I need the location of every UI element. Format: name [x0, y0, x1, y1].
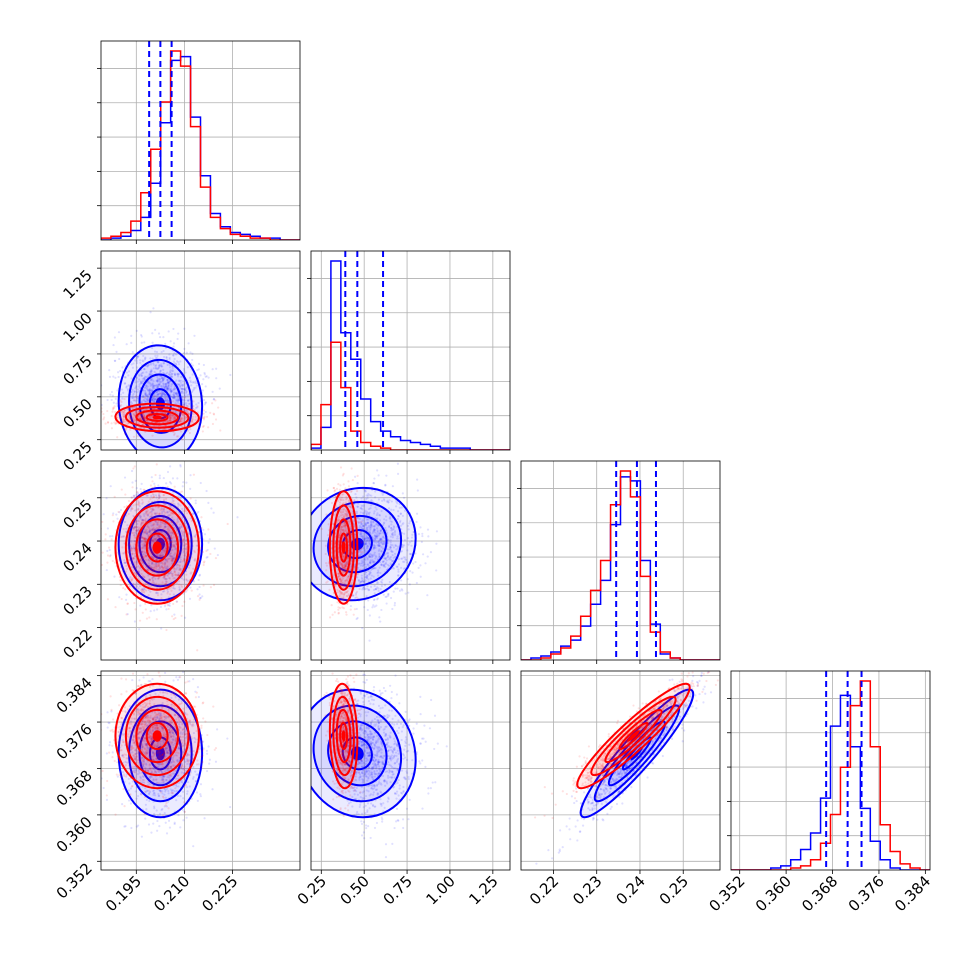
panel-frame — [100, 40, 301, 241]
y-tick-label: 0.24 — [59, 539, 95, 575]
histogram-series-1 — [101, 50, 300, 240]
y-tick-label: 0.50 — [59, 395, 95, 431]
panel-content — [533, 671, 719, 865]
panel-2-2 — [517, 460, 721, 664]
contour-peak — [152, 730, 162, 742]
panel-frame — [100, 460, 301, 661]
histogram-series-1 — [311, 341, 510, 450]
histogram-series-0 — [311, 260, 510, 450]
x-tick-label: 0.22 — [526, 872, 562, 908]
panel-frame — [100, 250, 301, 451]
panel-3-3 — [727, 670, 931, 874]
y-tick-label: 0.360 — [53, 813, 96, 856]
y-tick-label: 0.23 — [59, 582, 95, 618]
x-tick-label: 0.50 — [337, 872, 373, 908]
panel-frame — [310, 250, 511, 451]
y-tick-label: 1.00 — [59, 309, 95, 345]
panel-frame — [100, 670, 301, 871]
contour-peak — [341, 730, 346, 742]
x-tick-label: 0.195 — [102, 872, 145, 915]
x-tick-label: 0.24 — [612, 872, 648, 908]
x-tick-label: 0.23 — [569, 872, 605, 908]
x-tick-label: 0.225 — [198, 872, 241, 915]
x-tick-label: 0.25 — [656, 872, 692, 908]
panel-content — [101, 307, 232, 450]
contours-series-1 — [328, 490, 359, 605]
contour-peak — [341, 541, 346, 554]
panel-3-1 — [310, 670, 511, 874]
panel-frame — [310, 460, 511, 661]
contours-series-1 — [328, 682, 359, 790]
panel-frame — [520, 460, 721, 661]
panel-1-0 — [97, 250, 301, 454]
histogram-series-0 — [101, 55, 300, 240]
contours-series-1 — [114, 682, 200, 790]
x-tick-label: 0.352 — [705, 872, 748, 915]
panel-1-1 — [307, 250, 511, 454]
panel-frame — [520, 670, 721, 871]
x-tick-label: 1.25 — [465, 872, 501, 908]
x-tick-label: 0.360 — [752, 872, 795, 915]
contour-peak — [152, 541, 162, 554]
histogram-series-1 — [731, 680, 930, 870]
x-tick-label: 0.210 — [150, 872, 193, 915]
histogram-series-0 — [731, 694, 930, 870]
panel-frame — [730, 670, 931, 871]
y-tick-label: 0.352 — [53, 859, 96, 902]
panel-0-0 — [97, 40, 301, 244]
y-tick-label: 0.22 — [59, 626, 95, 662]
x-tick-label: 0.368 — [798, 872, 841, 915]
panel-3-2 — [520, 670, 721, 874]
panel-frame — [310, 670, 511, 871]
contours-series-1 — [114, 490, 200, 605]
y-tick-label: 0.368 — [53, 767, 96, 810]
panel-3-0 — [97, 670, 301, 874]
panel-content — [101, 41, 300, 240]
x-tick-label: 1.00 — [422, 872, 458, 908]
y-tick-label: 0.376 — [53, 720, 96, 763]
panel-content — [521, 461, 720, 660]
panel-content — [311, 251, 510, 450]
contours-series-1 — [114, 402, 200, 433]
x-tick-label: 0.376 — [845, 872, 888, 915]
contour-peak — [152, 415, 162, 420]
panel-content — [101, 463, 239, 652]
panel-content — [731, 671, 930, 870]
scatter-series-0 — [101, 307, 232, 418]
y-tick-label: 0.75 — [59, 352, 95, 388]
panels-group — [97, 40, 931, 874]
panel-content — [311, 671, 448, 859]
y-tick-label: 1.25 — [59, 266, 95, 302]
x-tick-label: 0.25 — [294, 872, 330, 908]
y-tick-label: 0.25 — [59, 438, 95, 474]
contours-series-1 — [576, 682, 691, 790]
panel-2-0 — [97, 460, 301, 664]
contour-peak — [627, 730, 640, 742]
panel-2-1 — [310, 460, 511, 664]
panel-content — [311, 462, 438, 642]
x-tick-label: 0.75 — [380, 872, 416, 908]
histogram-series-1 — [521, 470, 720, 660]
y-tick-label: 0.25 — [59, 496, 95, 532]
panel-content — [101, 671, 232, 848]
y-tick-label: 0.384 — [53, 674, 96, 717]
x-tick-label: 0.384 — [891, 872, 934, 915]
